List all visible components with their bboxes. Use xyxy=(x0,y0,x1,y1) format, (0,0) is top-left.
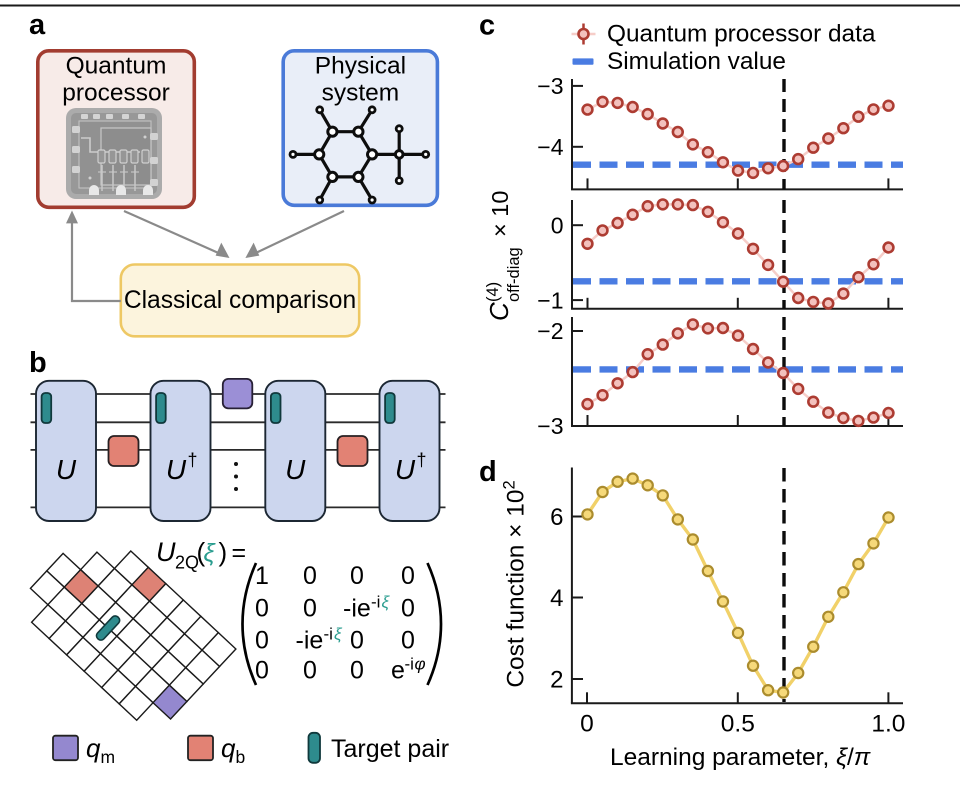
svg-text:−3: −3 xyxy=(537,413,563,439)
svg-text:−1: −1 xyxy=(537,287,563,313)
svg-text:(4): (4) xyxy=(484,282,502,302)
svg-text:0: 0 xyxy=(255,657,269,685)
svg-text:0: 0 xyxy=(303,595,317,623)
svg-text:0.5: 0.5 xyxy=(721,711,755,738)
svg-text:−2: −2 xyxy=(537,318,563,344)
svg-text:Learning parameter, ξ/π: Learning parameter, ξ/π xyxy=(610,744,871,771)
svg-text:Physical: Physical xyxy=(315,53,406,80)
svg-text:Quantum processor data: Quantum processor data xyxy=(607,21,876,48)
svg-text:0: 0 xyxy=(255,627,269,655)
svg-text:φ: φ xyxy=(415,655,426,674)
svg-text:m: m xyxy=(101,747,116,767)
svg-text:q: q xyxy=(221,733,236,763)
svg-text:0: 0 xyxy=(401,562,415,590)
svg-text:a: a xyxy=(29,9,46,41)
svg-text:=: = xyxy=(232,539,247,567)
svg-text:Cost function × 102: Cost function × 102 xyxy=(501,480,530,687)
svg-text:e: e xyxy=(391,657,405,685)
svg-text:Target pair: Target pair xyxy=(331,735,449,763)
svg-text:0: 0 xyxy=(580,711,594,738)
svg-text:4: 4 xyxy=(550,585,563,612)
svg-text:ξ: ξ xyxy=(204,539,217,567)
svg-text:b: b xyxy=(29,347,47,379)
svg-text:b: b xyxy=(236,747,246,767)
svg-text:Quantum: Quantum xyxy=(66,53,167,80)
svg-text:C: C xyxy=(484,302,514,321)
svg-text:d: d xyxy=(479,456,497,488)
svg-text:0: 0 xyxy=(551,212,564,238)
svg-text:−4: −4 xyxy=(537,134,563,160)
svg-text:off-diag: off-diag xyxy=(505,247,523,302)
svg-text:0: 0 xyxy=(350,627,364,655)
svg-text:system: system xyxy=(322,80,400,107)
svg-text:U: U xyxy=(56,454,77,485)
svg-text:2Q: 2Q xyxy=(175,553,199,573)
svg-text:1.0: 1.0 xyxy=(871,711,905,738)
svg-text:U: U xyxy=(395,454,416,485)
svg-text:-ie: -ie xyxy=(343,595,371,623)
svg-text:processor: processor xyxy=(62,80,170,107)
svg-text:U: U xyxy=(166,454,187,485)
svg-text:6: 6 xyxy=(550,504,563,531)
svg-text:): ) xyxy=(219,537,228,567)
svg-text:−3: −3 xyxy=(537,73,563,99)
svg-text:-ie: -ie xyxy=(296,627,324,655)
svg-text:2: 2 xyxy=(550,667,563,694)
svg-text:-i: -i xyxy=(371,593,380,612)
svg-text:-i: -i xyxy=(405,655,414,674)
svg-text:0: 0 xyxy=(401,595,415,623)
svg-text:0: 0 xyxy=(303,657,317,685)
svg-text:†: † xyxy=(187,450,197,470)
svg-text:U: U xyxy=(285,454,306,485)
svg-text:× 10: × 10 xyxy=(487,191,513,237)
svg-text:U: U xyxy=(156,537,176,567)
svg-text:q: q xyxy=(86,733,101,763)
svg-text:0: 0 xyxy=(401,627,415,655)
svg-text:†: † xyxy=(416,450,426,470)
svg-text:1: 1 xyxy=(255,562,269,590)
svg-text:0: 0 xyxy=(255,595,269,623)
svg-text:Simulation value: Simulation value xyxy=(607,48,786,75)
svg-text:0: 0 xyxy=(350,562,364,590)
svg-text:Classical comparison: Classical comparison xyxy=(124,287,356,314)
svg-text:c: c xyxy=(479,10,495,42)
svg-text:-i: -i xyxy=(324,625,333,644)
svg-text:0: 0 xyxy=(303,562,317,590)
svg-text:ξ: ξ xyxy=(382,593,391,612)
svg-text:(: ( xyxy=(197,537,206,567)
svg-text:0: 0 xyxy=(350,657,364,685)
svg-text:ξ: ξ xyxy=(334,625,343,644)
